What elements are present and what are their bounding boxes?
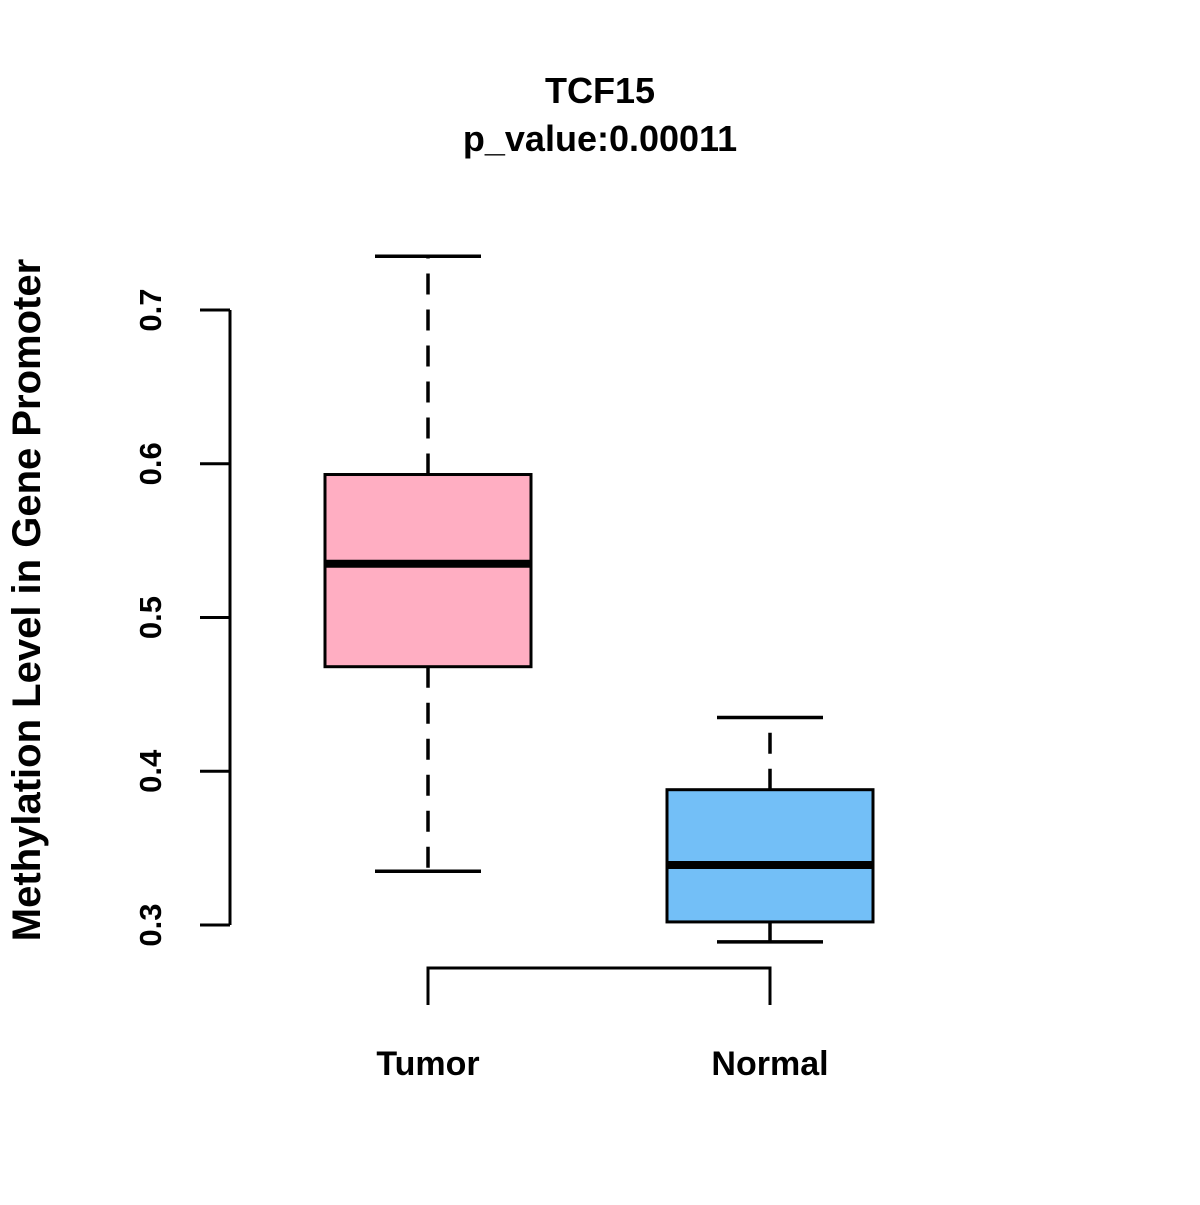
- chart-subtitle: p_value:0.00011: [463, 118, 737, 159]
- x-category-label-normal: Normal: [711, 1045, 828, 1083]
- y-tick-label: 0.7: [133, 288, 168, 331]
- x-axis-bracket: [426, 966, 772, 1005]
- iqr-box: [323, 473, 533, 669]
- iqr-box: [665, 788, 875, 924]
- y-tick-label: 0.5: [133, 596, 168, 639]
- y-axis-label: Methylation Level in Gene Promoter: [5, 259, 49, 941]
- y-tick-label: 0.3: [133, 903, 168, 946]
- x-axis: Tumor Normal: [376, 966, 829, 1083]
- box-tumor: [323, 254, 533, 873]
- y-tick-label: 0.4: [133, 749, 168, 793]
- plot-area: [323, 254, 875, 944]
- box-normal: [665, 715, 875, 944]
- y-axis: 0.3 0.4 0.5 0.6 0.7: [133, 288, 232, 947]
- x-category-label-tumor: Tumor: [376, 1045, 479, 1083]
- y-tick-label: 0.6: [133, 442, 168, 485]
- chart-title: TCF15: [545, 70, 655, 111]
